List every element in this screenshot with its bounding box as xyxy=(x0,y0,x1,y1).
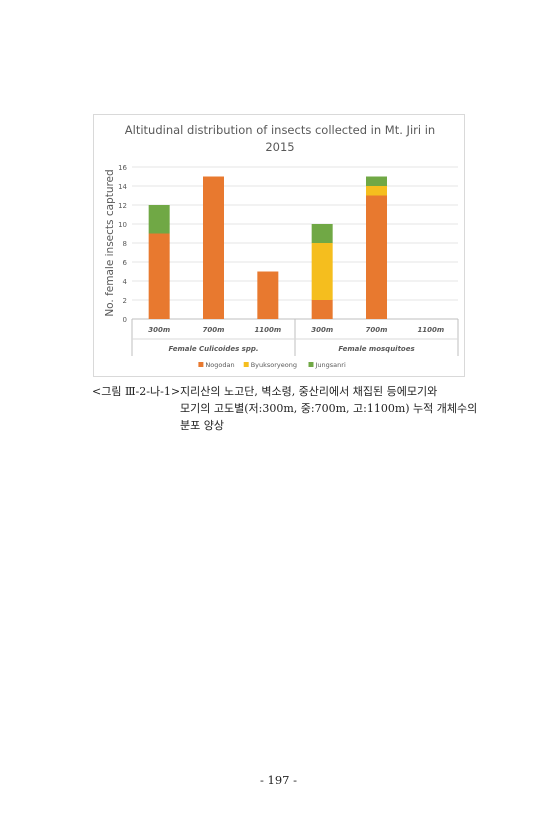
bar-segment xyxy=(148,205,170,234)
figure-caption-label: <그림 Ⅲ-2-나-1> xyxy=(92,385,181,398)
bar-segment xyxy=(203,176,224,319)
legend-label: Jungsanri xyxy=(315,361,346,369)
y-tick-label: 4 xyxy=(123,278,128,286)
y-axis-label: No. female insects captured xyxy=(104,169,116,316)
legend-swatch xyxy=(243,362,249,367)
y-tick-label: 16 xyxy=(118,164,127,172)
y-tick-label: 12 xyxy=(118,202,127,210)
x-category-label: 1100m xyxy=(417,326,444,334)
y-tick-label: 8 xyxy=(123,240,127,248)
x-category-labels: 300m 700m 1100m 300m 700m 1100m xyxy=(148,326,444,334)
legend-swatch xyxy=(308,362,314,367)
y-tick-label: 10 xyxy=(118,221,127,229)
y-tick-label: 2 xyxy=(123,297,127,305)
chart-title-line2: 2015 xyxy=(265,140,294,154)
figure-caption-line2: 모기의 고도별(저:300m, 중:700m, 고:1100m) 누적 개체수의 xyxy=(180,402,478,415)
y-tick-label: 0 xyxy=(123,316,127,324)
bars xyxy=(148,176,387,319)
gridlines xyxy=(132,166,458,320)
y-tick-labels: 0 2 4 6 8 10 12 14 16 xyxy=(118,164,127,324)
bar-segment xyxy=(257,271,279,319)
stacked-bar-chart: Altitudinal distribution of insects coll… xyxy=(104,123,459,369)
legend: Nogodan Byuksoryeong Jungsanri xyxy=(198,361,346,369)
x-group-label: Female Culicoides spp. xyxy=(168,345,258,353)
bar-segment xyxy=(366,176,387,186)
x-category-label: 300m xyxy=(148,326,170,334)
bar-segment xyxy=(148,233,170,319)
x-category-label: 700m xyxy=(203,326,225,334)
chart-title-line1: Altitudinal distribution of insects coll… xyxy=(125,123,435,137)
x-group-label: Female mosquitoes xyxy=(338,345,414,353)
legend-label: Byuksoryeong xyxy=(251,361,297,369)
y-tick-label: 6 xyxy=(123,259,128,267)
page-number: - 197 - xyxy=(259,773,298,787)
y-tick-label: 14 xyxy=(118,183,127,191)
x-category-label: 300m xyxy=(311,326,333,334)
chart-frame: Altitudinal distribution of insects coll… xyxy=(93,114,465,377)
figure-caption-line3: 분포 양상 xyxy=(180,419,224,432)
legend-swatch xyxy=(198,362,204,367)
bar-segment xyxy=(311,300,333,319)
x-category-label: 1100m xyxy=(254,326,281,334)
bar-segment xyxy=(311,224,333,243)
x-group-labels: Female Culicoides spp. Female mosquitoes xyxy=(131,319,459,356)
bar-segment xyxy=(366,195,387,319)
bar-segment xyxy=(311,243,333,300)
x-category-label: 700m xyxy=(366,326,388,334)
bar-segment xyxy=(366,186,387,196)
figure-caption-line1: 지리산의 노고단, 벽소령, 중산리에서 채집된 등에모기와 xyxy=(180,385,438,398)
legend-label: Nogodan xyxy=(205,361,234,369)
